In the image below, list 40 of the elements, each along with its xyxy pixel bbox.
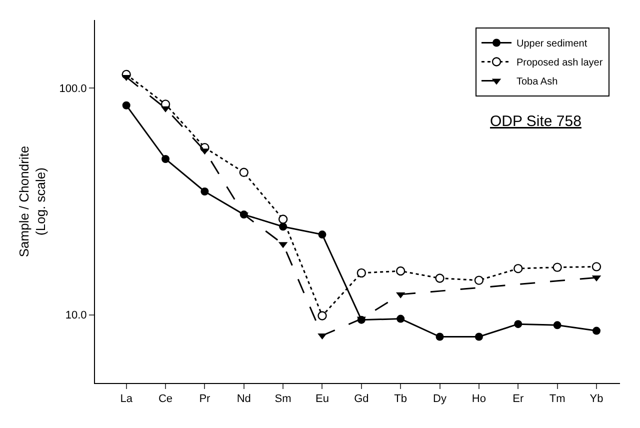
point [474,332,483,341]
point [356,268,366,278]
y-axis-title: Sample / Chondrite (Log. scale) [16,146,48,258]
point [162,155,170,164]
y-tick-label: 100.0 [59,83,87,96]
x-tick-label: La [120,393,134,406]
x-tick-label: Tm [549,393,566,406]
point [553,321,562,330]
x-tick-label: Ce [158,393,173,406]
x-tick-label: Ho [472,393,486,406]
x-tick-label: Tb [394,393,408,406]
point [396,266,406,276]
point [239,168,248,178]
x-tick-label: Er [512,393,524,406]
point [592,326,600,335]
point [552,262,562,272]
point [474,276,484,285]
x-tick-label: Gd [354,393,369,406]
point [514,320,522,328]
y-tick-label: 10.0 [65,310,87,322]
point [514,264,523,274]
point [435,274,444,283]
point [122,101,130,110]
point [200,188,209,196]
point [278,214,288,224]
legend-label: Proposed ash layer [516,58,604,69]
x-tick-label: Sm [274,393,292,406]
x-tick-label: Pr [199,393,211,406]
x-tick-label: Nd [236,393,251,406]
annotation: ODP Site 758 [490,113,582,130]
x-tick-label: Dy [433,393,447,406]
point [592,262,602,272]
point [318,311,327,320]
legend-label: Upper sediment [516,38,588,50]
x-tick-label: Yb [590,393,604,406]
legend-label: Toba Ash [516,76,558,88]
point [436,332,444,341]
x-tick-label: Eu [316,393,329,406]
point [396,314,405,323]
point [318,230,326,239]
